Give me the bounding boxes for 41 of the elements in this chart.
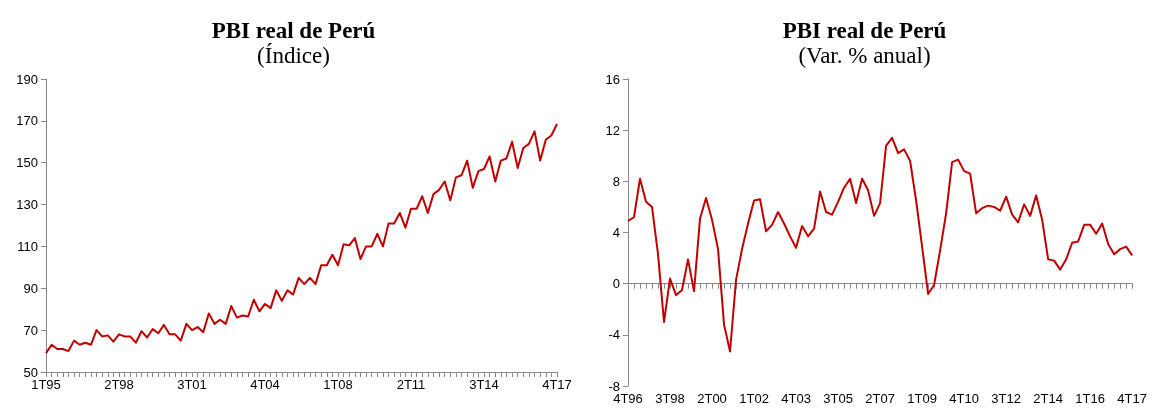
x-tick-label: 1T02 [739, 391, 769, 406]
x-tick-label: 4T17 [1117, 391, 1147, 406]
y-tick-label: -8 [608, 378, 620, 394]
x-tick-label: 1T09 [907, 391, 937, 406]
chart-title: PBI real de Perú [782, 18, 947, 43]
x-tick-label: 2T11 [396, 377, 426, 392]
x-tick-label: 3T14 [469, 377, 499, 392]
chart-subtitle: (Índice) [257, 43, 330, 68]
line-series [45, 123, 558, 355]
x-tick-label: 1T95 [31, 377, 61, 392]
y-tick-label: -4 [608, 327, 620, 343]
x-tick-label: 3T01 [177, 377, 207, 392]
x-tick-label: 3T98 [655, 391, 685, 406]
y-tick-label: 12 [605, 122, 620, 138]
x-tick-label: 4T04 [250, 377, 280, 392]
y-tick-label: 110 [17, 238, 38, 254]
x-tick-label: 2T14 [1033, 391, 1063, 406]
x-tick-label: 4T96 [613, 391, 643, 406]
y-tick-label: 8 [612, 173, 620, 189]
y-tick-label: 70 [23, 322, 38, 338]
x-tick-label: 2T00 [697, 391, 727, 406]
x-tick-label: 1T16 [1075, 391, 1105, 406]
chart-title: PBI real de Perú [211, 18, 376, 43]
y-tick-label: 190 [16, 71, 38, 87]
y-tick-label: 150 [16, 155, 38, 171]
x-tick-label: 3T05 [823, 391, 853, 406]
x-tick-label: 4T10 [949, 391, 979, 406]
y-tick-label: 4 [612, 225, 620, 240]
y-tick-label: 50 [23, 364, 38, 380]
chart-subtitle: (Var. % anual) [798, 43, 931, 68]
x-tick-label: 2T98 [104, 377, 134, 392]
y-tick-label: 170 [16, 113, 38, 129]
y-tick-label: 90 [23, 280, 38, 296]
y-tick-label: 0 [612, 276, 620, 292]
x-tick-label: 3T12 [991, 391, 1021, 406]
x-tick-label: 2T07 [865, 391, 895, 406]
x-tick-label: 4T17 [542, 377, 572, 392]
x-tick-label: 4T03 [781, 391, 811, 406]
y-tick-label: 16 [605, 71, 620, 87]
x-tick-label: 1T08 [323, 377, 353, 392]
y-tick-label: 130 [16, 197, 38, 213]
